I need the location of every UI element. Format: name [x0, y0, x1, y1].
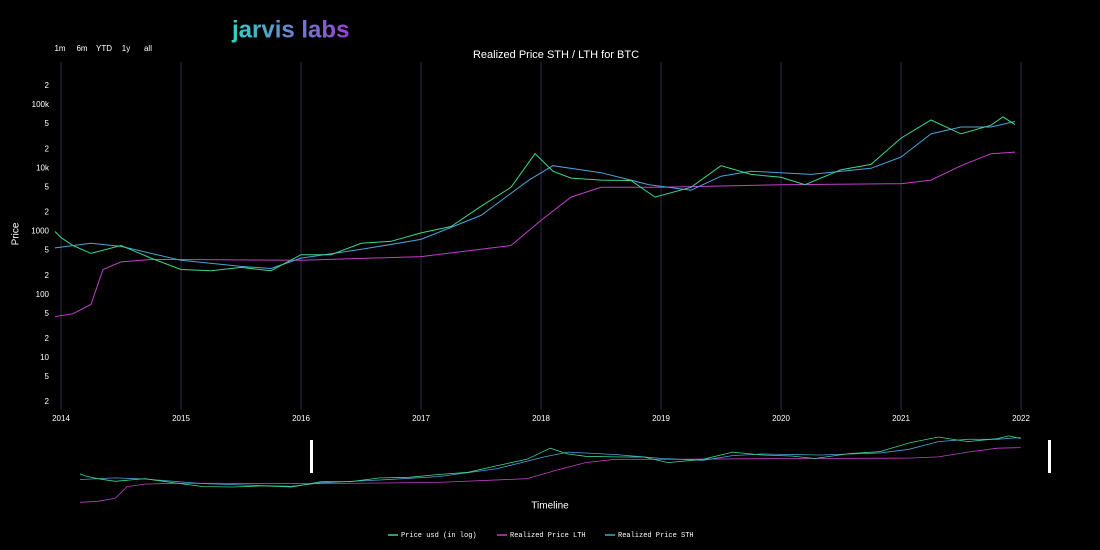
y-tick-label: 10k — [36, 163, 50, 172]
slider-line — [79, 447, 1021, 503]
range-button[interactable]: 1y — [122, 44, 130, 53]
y-tick-label: 2 — [45, 81, 50, 90]
x-tick-label: 2020 — [772, 414, 790, 423]
y-tick-label: 10 — [40, 353, 49, 362]
slider-line — [79, 437, 1021, 487]
y-tick-label: 2 — [45, 208, 50, 217]
slider-handle[interactable] — [310, 440, 313, 473]
y-tick-label: 5 — [45, 119, 50, 128]
range-buttons: 1m 6m YTD 1y all — [54, 44, 152, 53]
y-tick-label: 2 — [45, 271, 50, 280]
y-axis-label: Price — [11, 222, 22, 245]
range-button[interactable]: 6m — [76, 44, 87, 53]
x-tick-label: 2016 — [292, 414, 310, 423]
legend-label: Realized Price LTH — [510, 532, 586, 540]
legend-label: Realized Price STH — [618, 532, 694, 540]
y-tick-label: 100 — [36, 290, 50, 299]
slider-handle[interactable] — [1048, 440, 1051, 473]
range-button[interactable]: 1m — [54, 44, 65, 53]
legend-label: Price usd (in log) — [401, 532, 477, 540]
x-tick-label: 2017 — [412, 414, 430, 423]
y-tick-label: 5 — [45, 372, 50, 381]
slider-line — [79, 435, 1021, 488]
x-tick-label: 2014 — [52, 414, 70, 423]
y-tick-label: 2 — [45, 334, 50, 343]
range-button[interactable]: YTD — [96, 44, 112, 53]
y-tick-label: 2 — [45, 144, 50, 153]
x-tick-label: 2019 — [652, 414, 670, 423]
x-tick-label: 2022 — [1012, 414, 1030, 423]
series-line — [54, 116, 1016, 272]
series-line — [54, 151, 1016, 318]
chart-title: Realized Price STH / LTH for BTC — [473, 49, 639, 61]
logo: jarvis labs — [231, 16, 349, 43]
y-tick-label: 2 — [45, 397, 50, 406]
y-tick-label: 5 — [45, 246, 50, 255]
x-tick-label: 2015 — [172, 414, 190, 423]
x-axis-label: Timeline — [531, 501, 569, 512]
x-tick-label: 2021 — [892, 414, 910, 423]
y-tick-label: 100k — [32, 100, 50, 109]
legend: Price usd (in log) Realized Price LTH Real… — [388, 532, 694, 540]
y-tick-label: 5 — [45, 182, 50, 191]
y-tick-label: 1000 — [31, 227, 49, 236]
x-tick-label: 2018 — [532, 414, 550, 423]
range-button[interactable]: all — [144, 44, 152, 53]
series-line — [54, 121, 1016, 270]
y-tick-label: 5 — [45, 309, 50, 318]
